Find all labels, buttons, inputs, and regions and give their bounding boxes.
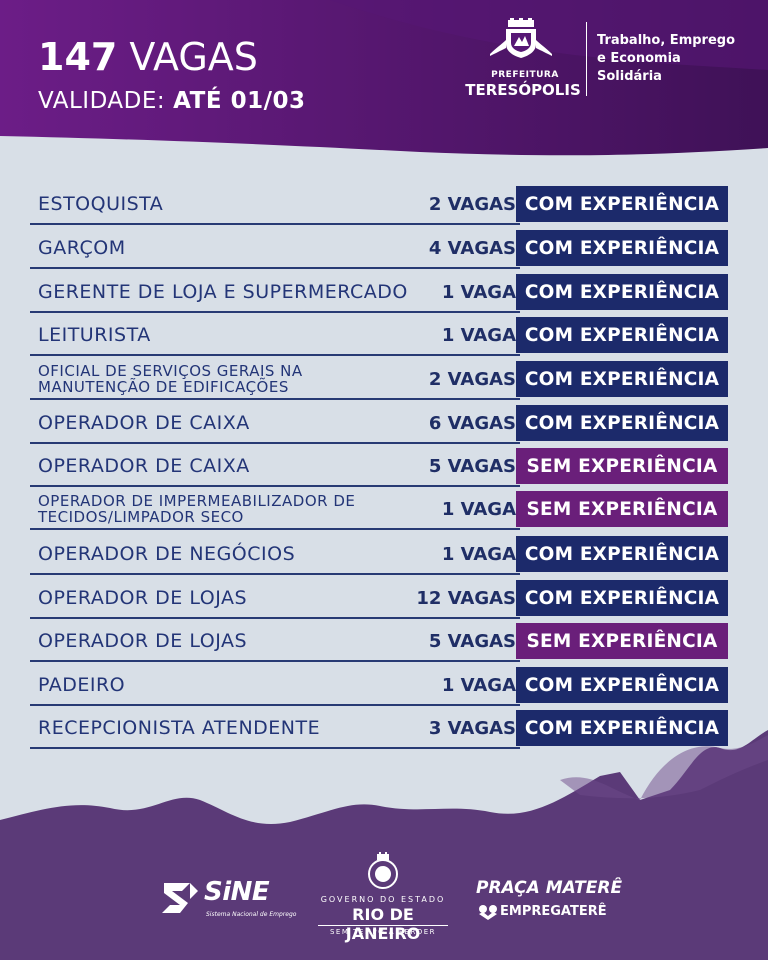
job-title: RECEPCIONISTA ATENDENTE [38,717,321,739]
job-vacancies: 4 VAGAS [428,237,516,259]
gov-rj-logo: GOVERNO DO ESTADO RIO DE JANEIRO SEM TEM… [318,852,448,943]
experience-badge: COM EXPERIÊNCIA [516,536,728,572]
praca-materê-logo: PRAÇA MATERÊ EMPREGATERÊ [476,878,626,928]
job-vacancies: 3 VAGAS [428,717,516,739]
sine-word: SiNE [204,877,270,907]
job-row: ESTOQUISTA 2 VAGAS COM EXPERIÊNCIA [30,186,728,225]
experience-badge: SEM EXPERIÊNCIA [516,448,728,484]
job-vacancies: 1 VAGA [441,674,516,696]
job-title: GERENTE DE LOJA E SUPERMERCADO [38,281,408,303]
job-title: OPERADOR DE IMPERMEABILIZADOR DE TECIDOS… [38,492,356,526]
job-row: OPERADOR DE LOJAS 12 VAGAS COM EXPERIÊNCIA [30,580,728,619]
validity-date: ATÉ 01/03 [173,88,306,114]
job-row: LEITURISTA 1 VAGA COM EXPERIÊNCIA [30,317,728,356]
job-vacancies: 2 VAGAS [428,368,516,390]
row-divider [30,223,520,225]
experience-badge: SEM EXPERIÊNCIA [516,491,728,527]
job-vacancies: 5 VAGAS [428,630,516,652]
vacancies-title: 147 VAGAS [38,34,258,80]
gov-line-2: RIO DE JANEIRO [345,905,421,943]
job-row: RECEPCIONISTA ATENDENTE 3 VAGAS COM EXPERI… [30,710,728,749]
job-row: OPERADOR DE CAIXA 6 VAGAS COM EXPERIÊNCIA [30,405,728,444]
job-vacancies: 6 VAGAS [428,412,516,434]
prefeitura-city: TERESÓPOLIS [465,81,581,99]
vacancies-count: 147 [38,35,118,79]
experience-badge: COM EXPERIÊNCIA [516,710,728,746]
rj-seal-icon [368,852,398,889]
handshake-icon [479,905,497,920]
row-divider [30,398,520,400]
job-row: OPERADOR DE IMPERMEABILIZADOR DE TECIDOS… [30,491,728,530]
experience-badge: SEM EXPERIÊNCIA [516,623,728,659]
row-divider [30,485,520,487]
job-title: OFICIAL DE SERVIÇOS GERAIS NA MANUTENÇÃO… [38,362,303,396]
job-title: OPERADOR DE LOJAS [38,587,248,609]
job-title: GARÇOM [38,237,126,259]
job-row: GERENTE DE LOJA E SUPERMERCADO 1 VAGA COM … [30,274,728,313]
row-divider [30,442,520,444]
experience-badge: COM EXPERIÊNCIA [516,186,728,222]
row-divider [30,267,520,269]
experience-badge: COM EXPERIÊNCIA [516,667,728,703]
job-row: GARÇOM 4 VAGAS COM EXPERIÊNCIA [30,230,728,269]
praca-line-1: PRAÇA MATERÊ [476,878,623,898]
secretary-line-1: Trabalho, Emprego [597,33,736,48]
job-row: PADEIRO 1 VAGA COM EXPERIÊNCIA [30,667,728,706]
experience-badge: COM EXPERIÊNCIA [516,405,728,441]
job-vacancies: 5 VAGAS [428,455,516,477]
sine-mark-icon [162,883,198,913]
row-divider [30,354,520,356]
sine-logo: SiNE Sistema Nacional de Emprego [160,875,296,925]
job-vacancies: 2 VAGAS [428,193,516,215]
row-divider [30,747,520,749]
secretary-name: Trabalho, Emprego e Economia Solidária [597,32,735,86]
praca-line-2: EMPREGATERÊ [500,904,607,919]
experience-badge: COM EXPERIÊNCIA [516,274,728,310]
secretary-line-3: Solidária [597,69,662,84]
sine-subtitle: Sistema Nacional de Emprego [206,911,297,918]
job-title: ESTOQUISTA [38,193,164,215]
job-title: OPERADOR DE CAIXA [38,412,250,434]
experience-badge: COM EXPERIÊNCIA [516,317,728,353]
row-divider [30,704,520,706]
row-divider [30,528,520,530]
job-vacancies: 1 VAGA [441,498,516,520]
validity: VALIDADE: ATÉ 01/03 [38,88,305,114]
header-divider [586,22,587,96]
job-vacancies: 1 VAGA [441,324,516,346]
job-vacancies: 1 VAGA [441,543,516,565]
vacancies-label: VAGAS [129,35,258,79]
experience-badge: COM EXPERIÊNCIA [516,230,728,266]
job-row: OFICIAL DE SERVIÇOS GERAIS NA MANUTENÇÃO… [30,361,728,400]
validity-label: VALIDADE: [38,88,166,114]
job-title: OPERADOR DE LOJAS [38,630,248,652]
row-divider [30,573,520,575]
job-vacancies: 1 VAGA [441,281,516,303]
gov-line-1: GOVERNO DO ESTADO [320,895,446,904]
gov-line-3: SEM TEMPO A PERDER [318,925,448,936]
row-divider [30,311,520,313]
job-title: PADEIRO [38,674,126,696]
experience-badge: COM EXPERIÊNCIA [516,361,728,397]
job-row: OPERADOR DE LOJAS 5 VAGAS SEM EXPERIÊNCIA [30,623,728,662]
job-title: OPERADOR DE NEGÓCIOS [38,543,296,565]
prefeitura-label: PREFEITURA [491,70,559,80]
row-divider [30,660,520,662]
job-title: LEITURISTA [38,324,151,346]
job-row: OPERADOR DE NEGÓCIOS 1 VAGA COM EXPERIÊNCI… [30,536,728,575]
secretary-line-2: e Economia [597,51,681,66]
row-divider [30,617,520,619]
job-row: OPERADOR DE CAIXA 5 VAGAS SEM EXPERIÊNCIA [30,448,728,487]
job-vacancies: 12 VAGAS [416,587,516,609]
prefeitura-crest-icon [490,18,552,58]
experience-badge: COM EXPERIÊNCIA [516,580,728,616]
job-title: OPERADOR DE CAIXA [38,455,250,477]
